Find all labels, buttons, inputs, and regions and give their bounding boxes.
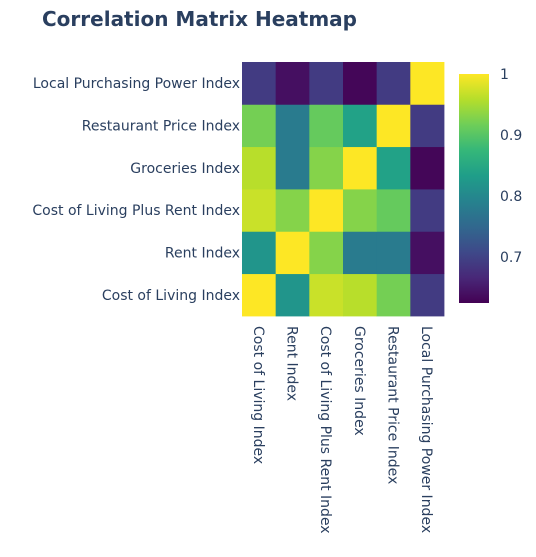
chart-title: Correlation Matrix Heatmap (42, 7, 357, 31)
y-tick-label: Local Purchasing Power Index (33, 76, 240, 92)
x-tick-label: Local Purchasing Power Index (418, 326, 434, 533)
heatmap-cell (275, 189, 310, 232)
heatmap-cell (410, 189, 445, 232)
colorbar-tick-label: 0.7 (500, 250, 522, 266)
heatmap-cell (343, 231, 378, 275)
heatmap-cell (410, 231, 445, 275)
heatmap-cell (343, 189, 378, 232)
heatmap-cell (242, 62, 277, 105)
colorbar-tick-label: 0.8 (500, 189, 522, 205)
colorbar-tick-label: 0.9 (500, 128, 522, 144)
x-axis-tick-labels: Cost of Living Index Rent Index Cost of Li… (250, 326, 434, 534)
heatmap-cell (275, 231, 310, 275)
heatmap-cell (275, 104, 310, 148)
heatmap-cell (376, 189, 411, 232)
colorbar: 0.7 0.8 0.9 1 (459, 67, 522, 303)
heatmap-cell (309, 146, 344, 190)
heatmap-cell (242, 189, 277, 232)
heatmap-cell (410, 104, 445, 148)
y-tick-label: Groceries Index (130, 161, 240, 177)
colorbar-gradient (459, 74, 489, 303)
y-axis-tick-labels: Cost of Living Index Rent Index Cost of Li… (32, 76, 240, 304)
heatmap-cell (376, 104, 411, 148)
heatmap-cell (376, 231, 411, 275)
heatmap-cell (242, 273, 277, 317)
heatmap-cell (410, 146, 445, 190)
heatmap-cell (242, 146, 277, 190)
heatmap-cell (309, 273, 344, 317)
heatmap-cell (410, 273, 445, 317)
x-tick-label: Groceries Index (351, 326, 367, 436)
y-tick-label: Cost of Living Plus Rent Index (32, 203, 240, 219)
colorbar-tick-labels: 0.7 0.8 0.9 1 (500, 67, 522, 266)
x-tick-label: Cost of Living Index (250, 326, 266, 464)
x-tick-label: Cost of Living Plus Rent Index (317, 326, 333, 534)
heatmap-cell (309, 62, 344, 105)
heatmap-cell (343, 146, 378, 190)
heatmap-cell (376, 146, 411, 190)
x-tick-label: Restaurant Price Index (385, 326, 401, 484)
heatmap-cell (376, 273, 411, 317)
heatmap-cell (275, 146, 310, 190)
heatmap-cell (309, 104, 344, 148)
heatmap-cell (376, 62, 411, 105)
heatmap-cell (242, 231, 277, 275)
heatmap-cell (309, 189, 344, 232)
heatmap-cell (309, 231, 344, 275)
heatmap-cell (343, 62, 378, 105)
heatmap-cell (410, 62, 445, 105)
heatmap-cell (343, 104, 378, 148)
heatmap-cell (242, 104, 277, 148)
y-tick-label: Cost of Living Index (102, 288, 240, 304)
heatmap-cell (275, 62, 310, 105)
y-tick-label: Restaurant Price Index (82, 119, 240, 135)
y-tick-label: Rent Index (165, 246, 240, 262)
heatmap-cell (275, 273, 310, 317)
heatmap-cells (242, 62, 445, 317)
x-tick-label: Rent Index (284, 326, 300, 401)
heatmap-cell (343, 273, 378, 317)
colorbar-tick-label: 1 (500, 67, 509, 83)
